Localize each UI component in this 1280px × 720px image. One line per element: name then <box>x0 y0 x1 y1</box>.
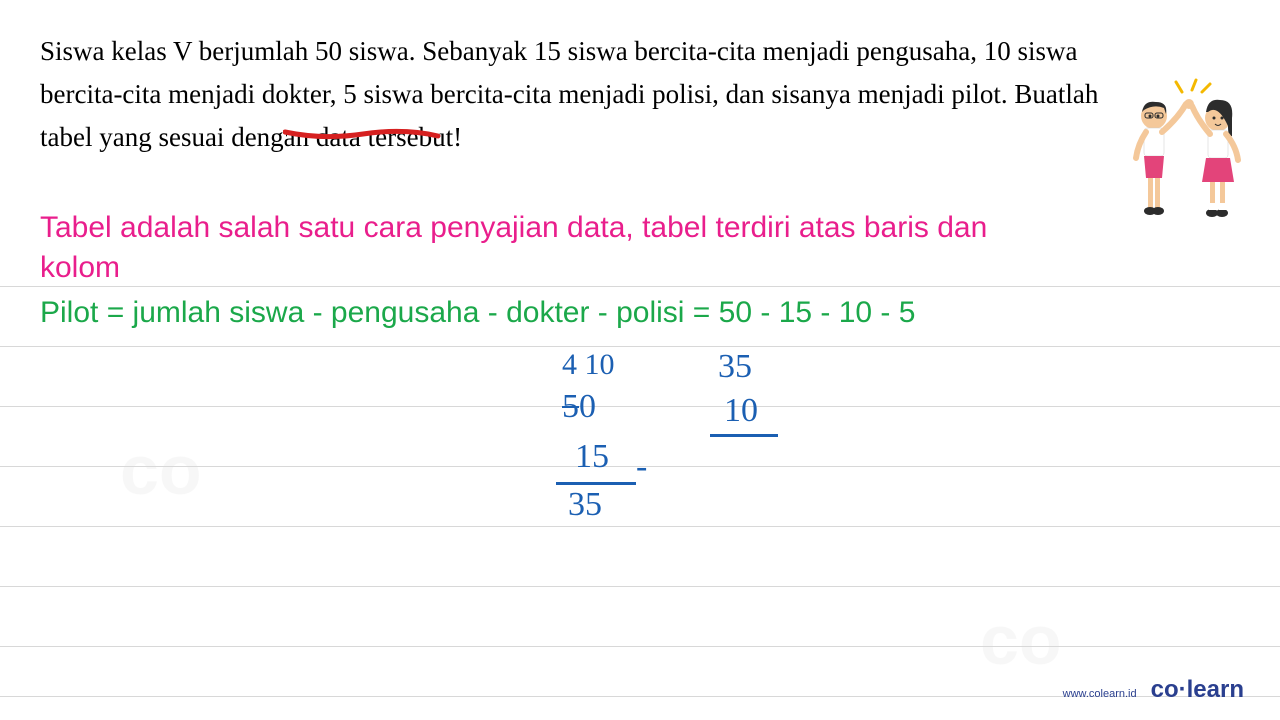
handwriting-subtrahend-1: 15 <box>575 438 609 476</box>
brand-logo-area: www.colearn.id co·learn <box>1063 676 1244 704</box>
brand-name: co·learn <box>1151 676 1244 704</box>
handwriting-minus-1: - <box>636 448 647 486</box>
struck-digit: 5 <box>562 388 579 425</box>
handwriting-minuend-1: 50 <box>562 388 596 426</box>
handwriting-result-1: 35 <box>568 486 602 524</box>
handwriting-minuend-2: 35 <box>718 348 752 386</box>
girl-figure <box>1192 100 1238 217</box>
paper-line <box>0 406 1280 407</box>
paper-line <box>0 346 1280 347</box>
boy-figure <box>1136 102 1186 215</box>
digit-zero: 0 <box>579 388 596 425</box>
paper-line <box>0 526 1280 527</box>
content-area: Siswa kelas V berjumlah 50 siswa. Sebany… <box>0 0 1280 289</box>
explanation-pink-text: Tabel adalah salah satu cara penyajian d… <box>40 208 1050 289</box>
question-paragraph: Siswa kelas V berjumlah 50 siswa. Sebany… <box>40 30 1100 160</box>
paper-line <box>0 646 1280 647</box>
handwriting-subtrahend-2: 10 <box>724 392 758 430</box>
lined-paper-background <box>0 286 1280 720</box>
paper-line <box>0 586 1280 587</box>
red-underline-annotation <box>283 126 443 146</box>
handwriting-borrow: 4 10 <box>562 348 615 382</box>
brand-url: www.colearn.id <box>1063 688 1137 700</box>
explanation-green-text: Pilot = jumlah siswa - pengusaha - dokte… <box>40 296 915 330</box>
handwriting-rule-2 <box>710 434 778 437</box>
handwriting-rule-1 <box>556 482 636 485</box>
students-high-five-illustration <box>1122 78 1252 243</box>
